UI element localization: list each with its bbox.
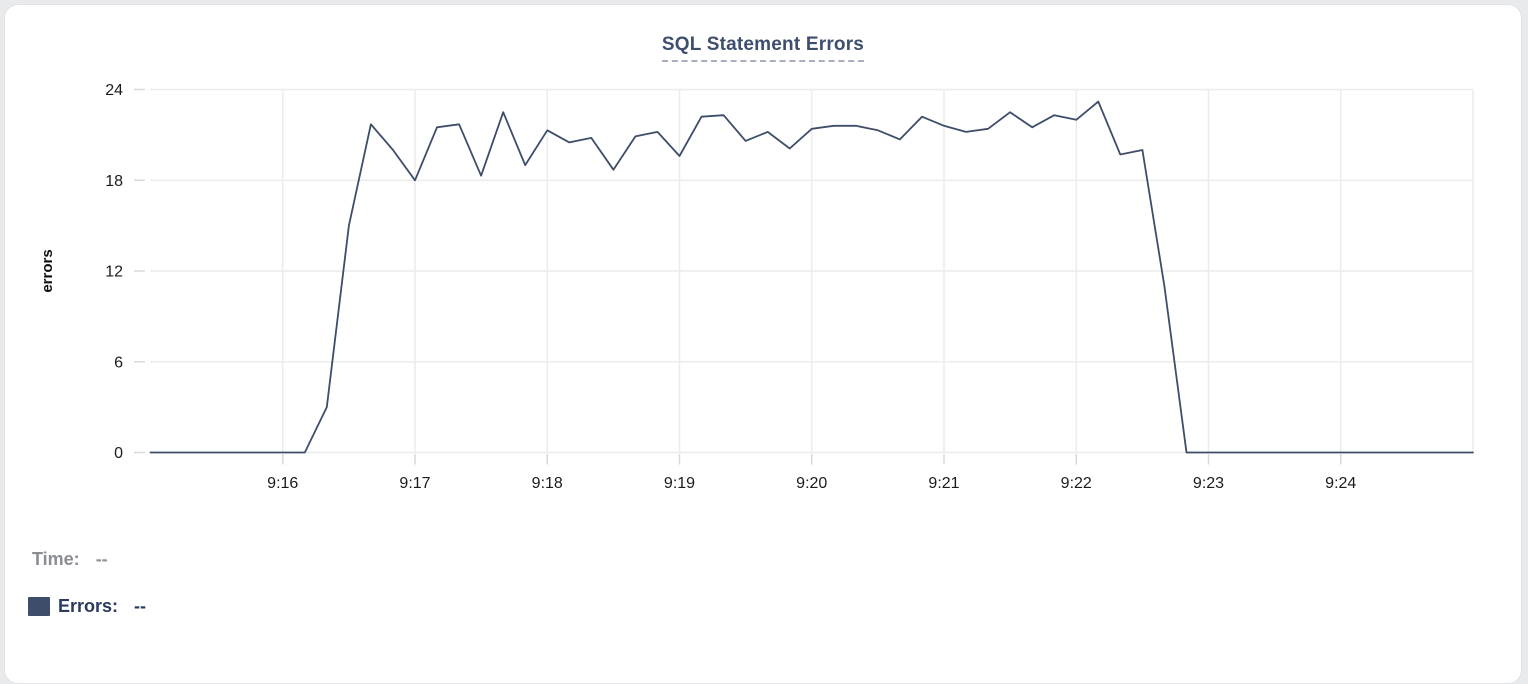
- x-tick-label: 9:17: [399, 475, 430, 492]
- x-tick-label: 9:16: [267, 475, 298, 492]
- y-tick-label: 24: [105, 82, 123, 99]
- chart-plot-area[interactable]: 0 6 12 18 24 9:16 9:17 9:18 9:19 9:20 9:21 9:22 9:23…: [5, 5, 1528, 517]
- tooltip-errors-value: --: [134, 596, 147, 616]
- errors-legend-swatch: [28, 596, 50, 616]
- y-tick-label: 18: [105, 173, 123, 190]
- x-tick-label: 9:21: [928, 475, 959, 492]
- chart-title[interactable]: SQL Statement Errors: [661, 34, 865, 62]
- chart-header: SQL Statement Errors: [5, 34, 1521, 62]
- y-tick-label: 6: [114, 354, 123, 371]
- tooltip-time-row: Time: --: [32, 549, 108, 569]
- tooltip-errors-row: Errors: --: [28, 596, 146, 616]
- x-tick-label: 9:18: [532, 475, 563, 492]
- x-tick-label: 9:22: [1061, 475, 1092, 492]
- x-tick-label: 9:24: [1325, 475, 1356, 492]
- tooltip-time-label: Time:: [32, 549, 80, 569]
- x-tick-label: 9:23: [1193, 475, 1224, 492]
- x-tick-label: 9:20: [796, 475, 827, 492]
- y-axis-title: errors: [39, 249, 56, 292]
- tooltip-errors-label: Errors:: [58, 596, 119, 616]
- y-tick-label: 12: [105, 264, 123, 281]
- chart-card: SQL Statement Errors 0 6 12 18 24 9:16 9:17 9:1…: [4, 4, 1522, 684]
- errors-line: [149, 100, 1474, 454]
- x-tick-label: 9:19: [664, 475, 695, 492]
- y-tick-label: 0: [114, 445, 123, 462]
- tooltip-time-value: --: [95, 549, 108, 569]
